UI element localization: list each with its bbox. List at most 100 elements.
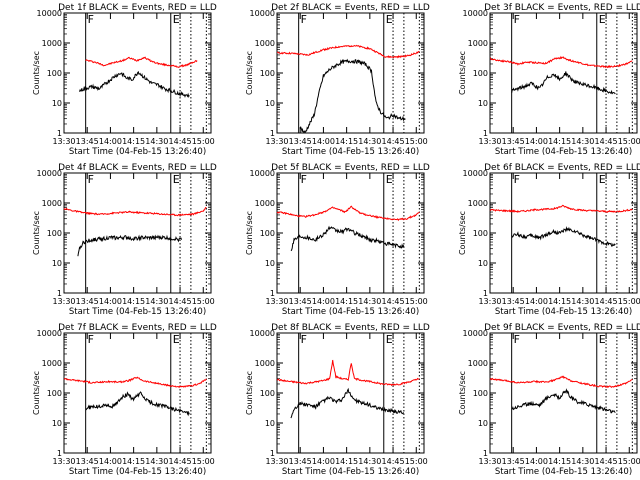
y-tick-label: 10000 [37, 9, 62, 18]
x-tick-label: 13:45 [289, 457, 312, 466]
time-marker-label: E [599, 173, 606, 186]
x-axis-label: Start Time (04-Feb-15 13:26:40) [495, 147, 632, 157]
event-rate-line [290, 387, 405, 419]
detector-panel-9: Det 9f BLACK = Events, RED = LLD 1 10 100 10… [458, 323, 640, 477]
y-tick-label: 1 [270, 449, 275, 458]
y-axis-label: Counts/sec [458, 211, 467, 255]
y-tick-label: 1000 [255, 199, 275, 208]
time-marker-label: E [386, 13, 393, 26]
y-tick-label: 100 [260, 389, 275, 398]
panel-title: Det 5f BLACK = Events, RED = LLD [271, 163, 430, 173]
lld-rate-line [489, 375, 633, 389]
x-tick-label: 14:30 [145, 457, 168, 466]
x-tick-label: 14:30 [571, 137, 594, 146]
x-axis-label: Start Time (04-Feb-15 13:26:40) [69, 467, 206, 477]
x-tick-label: 14:15 [548, 457, 571, 466]
y-axis-label: Counts/sec [245, 371, 254, 415]
x-tick-label: 13:45 [289, 137, 312, 146]
y-tick-label: 1 [483, 289, 488, 298]
y-tick-label: 100 [260, 69, 275, 78]
y-tick-label: 10 [265, 99, 275, 108]
x-tick-label: 14:45 [595, 137, 618, 146]
y-tick-label: 10000 [250, 329, 275, 338]
y-tick-label: 100 [47, 389, 62, 398]
y-tick-label: 10 [265, 419, 275, 428]
y-tick-label: 10000 [463, 9, 488, 18]
x-axis-label: Start Time (04-Feb-15 13:26:40) [495, 307, 632, 317]
x-tick-label: 13:45 [76, 137, 99, 146]
x-tick-label: 13:45 [76, 457, 99, 466]
y-tick-label: 1000 [42, 359, 62, 368]
x-tick-label: 14:00 [525, 297, 548, 306]
lld-rate-line [63, 206, 207, 217]
event-rate-line [299, 58, 406, 134]
time-marker-label: F [301, 13, 307, 26]
y-tick-label: 1000 [468, 39, 488, 48]
time-marker-label: F [88, 333, 94, 346]
y-tick-label: 1 [483, 129, 488, 138]
y-axis-label: Counts/sec [458, 371, 467, 415]
x-tick-label: 14:30 [358, 457, 381, 466]
event-rate-line [511, 388, 616, 414]
detector-panel-8: Det 8f BLACK = Events, RED = LLD 1 10 100 10… [245, 323, 430, 477]
x-tick-label: 15:00 [192, 297, 215, 306]
y-tick-label: 1 [57, 289, 62, 298]
x-tick-label: 13:30 [478, 457, 501, 466]
x-tick-label: 13:30 [52, 297, 75, 306]
x-tick-label: 15:00 [192, 137, 215, 146]
x-tick-label: 14:45 [169, 297, 192, 306]
y-tick-label: 1 [57, 449, 62, 458]
x-tick-label: 14:45 [169, 457, 192, 466]
x-tick-label: 14:00 [312, 297, 335, 306]
time-marker-label: F [514, 13, 520, 26]
y-tick-label: 1 [270, 289, 275, 298]
x-tick-label: 14:00 [99, 297, 122, 306]
x-tick-label: 13:30 [265, 457, 288, 466]
y-tick-label: 10 [265, 259, 275, 268]
x-tick-label: 14:45 [382, 457, 405, 466]
lld-rate-line [85, 56, 198, 69]
time-marker-label: E [386, 333, 393, 346]
y-tick-label: 10 [52, 99, 62, 108]
event-rate-line [511, 226, 616, 247]
y-tick-label: 10000 [37, 329, 62, 338]
x-tick-label: 13:30 [265, 297, 288, 306]
time-marker-label: E [599, 333, 606, 346]
x-tick-label: 14:15 [122, 137, 145, 146]
x-tick-label: 13:30 [265, 137, 288, 146]
y-tick-label: 10000 [250, 9, 275, 18]
detector-panel-2: Det 2f BLACK = Events, RED = LLD 1 10 100 10… [245, 3, 430, 157]
x-tick-label: 14:45 [382, 137, 405, 146]
time-marker-label: F [88, 173, 94, 186]
detector-panel-7: Det 7f BLACK = Events, RED = LLD 1 10 100 10… [32, 323, 217, 477]
detector-panel-6: Det 6f BLACK = Events, RED = LLD 1 10 100 10… [458, 163, 640, 317]
lld-rate-line [276, 359, 420, 387]
x-axis-label: Start Time (04-Feb-15 13:26:40) [282, 467, 419, 477]
x-tick-label: 14:00 [525, 137, 548, 146]
y-tick-label: 1000 [468, 199, 488, 208]
y-tick-label: 1 [483, 449, 488, 458]
x-tick-label: 14:45 [595, 457, 618, 466]
y-tick-label: 1 [270, 129, 275, 138]
time-marker-label: E [173, 333, 180, 346]
x-tick-label: 14:30 [145, 137, 168, 146]
detector-panel-5: Det 5f BLACK = Events, RED = LLD 1 10 100 10… [245, 163, 430, 317]
x-tick-label: 13:45 [76, 297, 99, 306]
x-axis-label: Start Time (04-Feb-15 13:26:40) [495, 467, 632, 477]
y-tick-label: 10000 [250, 169, 275, 178]
y-axis-label: Counts/sec [458, 51, 467, 95]
time-marker-label: E [599, 13, 606, 26]
lld-rate-line [63, 376, 207, 389]
event-rate-line [85, 391, 190, 417]
x-tick-label: 13:45 [289, 297, 312, 306]
y-tick-label: 100 [473, 389, 488, 398]
time-marker-label: E [173, 13, 180, 26]
y-tick-label: 1000 [42, 199, 62, 208]
time-marker-label: E [386, 173, 393, 186]
x-axis-label: Start Time (04-Feb-15 13:26:40) [282, 147, 419, 157]
time-marker-label: F [88, 13, 94, 26]
panel-title: Det 2f BLACK = Events, RED = LLD [271, 3, 430, 13]
y-axis-label: Counts/sec [32, 211, 41, 255]
panel-title: Det 8f BLACK = Events, RED = LLD [271, 323, 430, 333]
